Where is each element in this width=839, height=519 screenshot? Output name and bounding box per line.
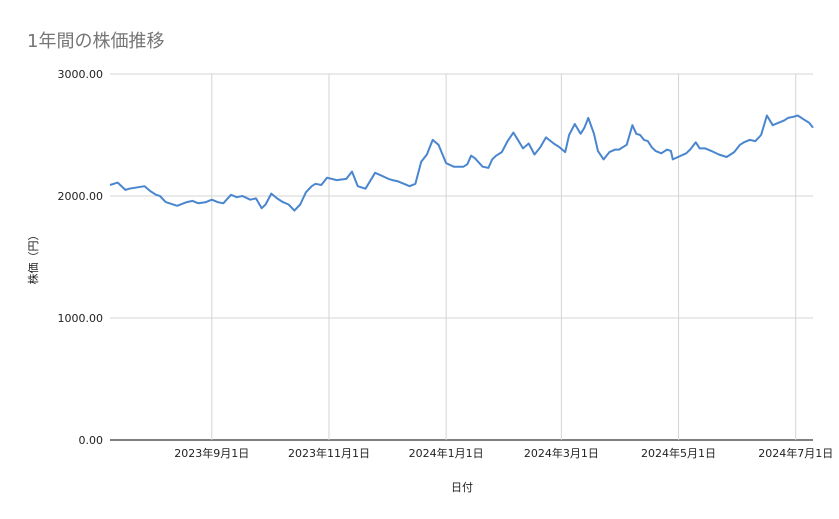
y-tick-label: 3000.00 (58, 68, 104, 81)
x-tick-label: 2023年11月1日 (288, 446, 370, 460)
y-tick-label: 0.00 (79, 434, 104, 447)
x-tick-label: 2024年3月1日 (524, 446, 599, 460)
x-tick-label: 2024年7月1日 (758, 446, 833, 460)
series-line (109, 114, 814, 212)
y-tick-label: 1000.00 (58, 312, 104, 325)
x-tick-label: 2024年5月1日 (641, 446, 716, 460)
x-tick-label: 2023年9月1日 (174, 446, 249, 460)
gridlines (110, 73, 813, 441)
y-axis-ticks: 0.00 1000.00 2000.00 3000.00 (58, 68, 104, 447)
x-axis-ticks: 2023年9月1日 2023年11月1日 2024年1月1日 2024年3月1日 202… (174, 446, 833, 460)
x-axis-label: 日付 (451, 481, 473, 494)
chart-title: 1年間の株価推移 (27, 31, 164, 52)
x-tick-label: 2024年1月1日 (409, 446, 484, 460)
y-axis-label: 株価（円） (26, 230, 40, 285)
y-tick-label: 2000.00 (58, 190, 104, 203)
